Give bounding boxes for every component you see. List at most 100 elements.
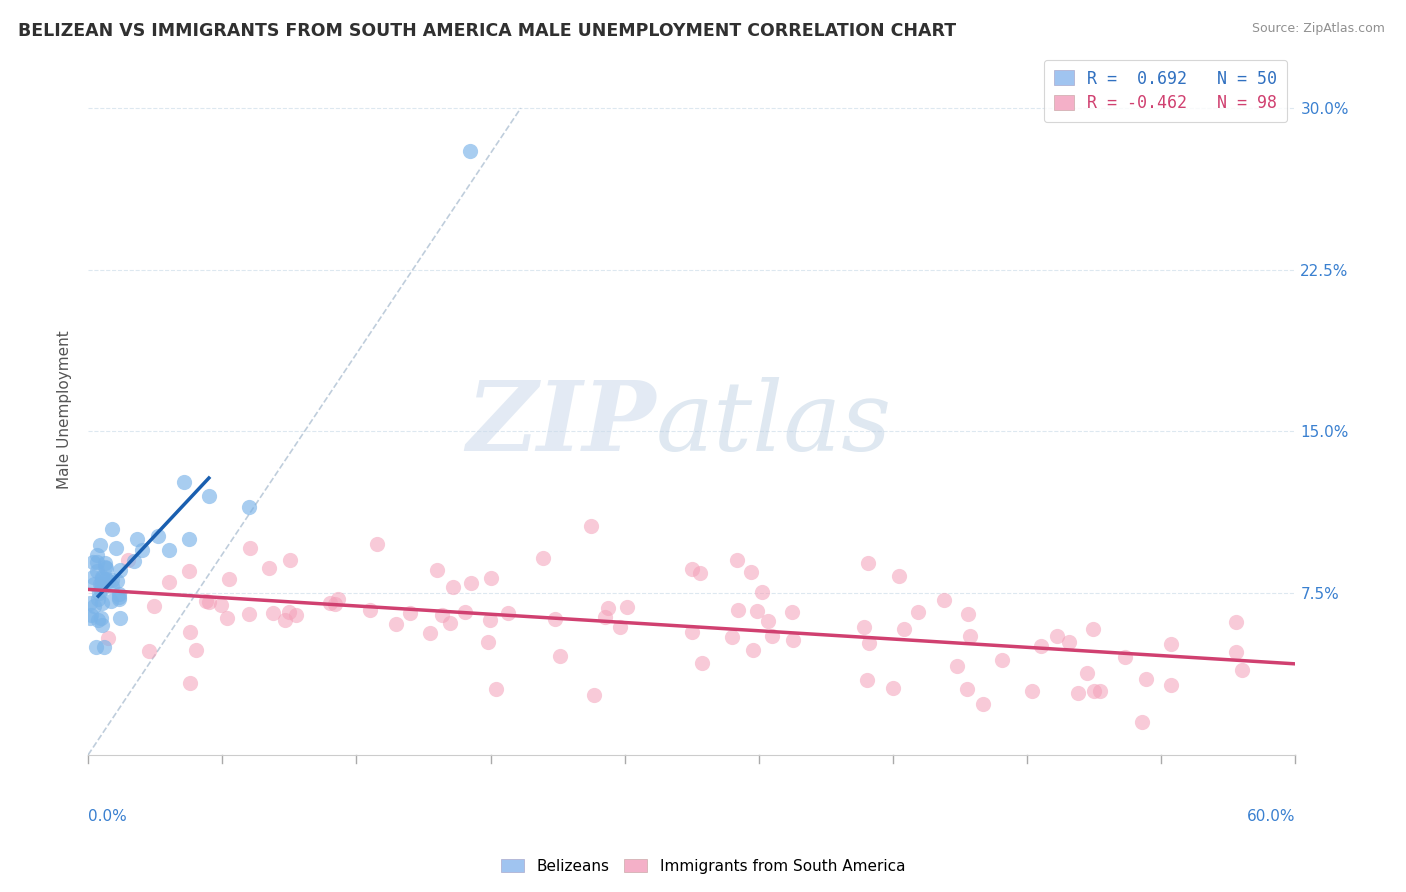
Legend: Belizeans, Immigrants from South America: Belizeans, Immigrants from South America bbox=[495, 853, 911, 880]
Point bbox=[86, 549, 108, 563]
Point bbox=[257, 560, 280, 574]
Point bbox=[1088, 684, 1111, 698]
Point bbox=[86, 591, 108, 606]
Point bbox=[479, 571, 502, 585]
Point bbox=[96, 572, 118, 586]
Point bbox=[97, 632, 120, 646]
Point bbox=[90, 618, 112, 632]
Point bbox=[318, 596, 340, 610]
Point bbox=[105, 574, 128, 588]
Point bbox=[179, 625, 201, 640]
Point bbox=[96, 560, 118, 574]
Point bbox=[90, 611, 112, 625]
Point bbox=[932, 593, 955, 607]
Point bbox=[82, 555, 104, 569]
Point bbox=[209, 598, 232, 612]
Point bbox=[108, 591, 131, 605]
Point bbox=[1057, 635, 1080, 649]
Point bbox=[328, 591, 350, 606]
Point bbox=[945, 658, 967, 673]
Point bbox=[484, 682, 506, 697]
Point bbox=[609, 620, 631, 634]
Point bbox=[83, 599, 105, 614]
Point bbox=[177, 564, 200, 578]
Point bbox=[959, 629, 981, 643]
Point bbox=[90, 583, 112, 598]
Point bbox=[238, 607, 260, 621]
Point bbox=[858, 635, 880, 649]
Point bbox=[90, 579, 112, 593]
Point bbox=[579, 519, 602, 533]
Point bbox=[1160, 678, 1182, 692]
Point bbox=[218, 572, 240, 586]
Text: 0.0%: 0.0% bbox=[89, 809, 127, 823]
Point bbox=[721, 630, 744, 644]
Point bbox=[83, 577, 105, 591]
Point bbox=[146, 529, 169, 543]
Point bbox=[727, 603, 749, 617]
Legend: R =  0.692   N = 50, R = -0.462   N = 98: R = 0.692 N = 50, R = -0.462 N = 98 bbox=[1043, 60, 1286, 122]
Point bbox=[1021, 683, 1043, 698]
Point bbox=[1029, 640, 1052, 654]
Point bbox=[751, 585, 773, 599]
Point bbox=[399, 606, 422, 620]
Point bbox=[1076, 665, 1098, 680]
Point bbox=[441, 580, 464, 594]
Point bbox=[745, 604, 768, 618]
Point bbox=[761, 629, 783, 643]
Point bbox=[782, 605, 804, 619]
Point bbox=[1130, 715, 1153, 730]
Point bbox=[991, 653, 1014, 667]
Point bbox=[177, 533, 200, 547]
Point bbox=[195, 594, 218, 608]
Point bbox=[740, 566, 762, 580]
Point bbox=[157, 543, 180, 558]
Point bbox=[454, 606, 477, 620]
Point bbox=[430, 607, 453, 622]
Point bbox=[1225, 644, 1247, 658]
Point bbox=[101, 522, 124, 536]
Point bbox=[101, 573, 124, 587]
Point bbox=[87, 586, 110, 600]
Point bbox=[90, 596, 112, 610]
Point bbox=[460, 575, 482, 590]
Point bbox=[138, 644, 160, 658]
Point bbox=[198, 489, 221, 503]
Point bbox=[100, 579, 122, 593]
Point bbox=[89, 577, 111, 591]
Point bbox=[681, 562, 703, 576]
Point bbox=[105, 541, 128, 556]
Point bbox=[1230, 663, 1253, 677]
Point bbox=[419, 625, 441, 640]
Point bbox=[856, 556, 879, 570]
Point bbox=[173, 475, 195, 490]
Point bbox=[1046, 629, 1069, 643]
Point bbox=[82, 570, 104, 584]
Point bbox=[479, 613, 502, 627]
Point bbox=[285, 608, 308, 623]
Point bbox=[543, 612, 565, 626]
Y-axis label: Male Unemployment: Male Unemployment bbox=[58, 331, 72, 490]
Point bbox=[157, 574, 180, 589]
Point bbox=[186, 642, 208, 657]
Point bbox=[91, 570, 114, 584]
Point bbox=[179, 676, 201, 690]
Point bbox=[596, 601, 619, 615]
Point bbox=[460, 145, 482, 159]
Point bbox=[741, 642, 763, 657]
Point bbox=[856, 673, 879, 688]
Point bbox=[689, 566, 711, 581]
Point bbox=[385, 617, 408, 632]
Point bbox=[1081, 622, 1104, 636]
Point bbox=[725, 552, 748, 566]
Point bbox=[108, 586, 131, 600]
Point bbox=[238, 500, 260, 514]
Point bbox=[90, 573, 112, 587]
Point bbox=[89, 538, 111, 552]
Point bbox=[80, 607, 103, 622]
Point bbox=[96, 574, 118, 588]
Point bbox=[882, 681, 904, 696]
Point bbox=[100, 594, 122, 608]
Point bbox=[110, 563, 132, 577]
Point bbox=[477, 635, 499, 649]
